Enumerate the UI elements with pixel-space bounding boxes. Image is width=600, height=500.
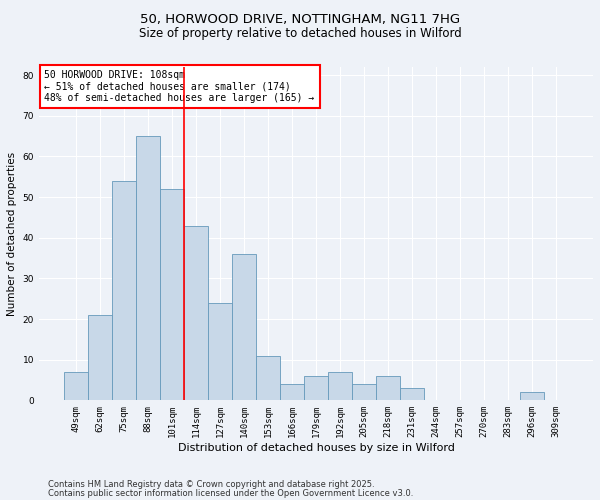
Bar (400, 388, 424, 400)
Bar (88, 315, 112, 400)
Bar (160, 189, 184, 400)
Text: Contains public sector information licensed under the Open Government Licence v3: Contains public sector information licen… (48, 488, 413, 498)
Bar (232, 254, 256, 400)
Bar (256, 356, 280, 401)
X-axis label: Distribution of detached houses by size in Wilford: Distribution of detached houses by size … (178, 443, 454, 453)
Text: 50 HORWOOD DRIVE: 108sqm
← 51% of detached houses are smaller (174)
48% of semi-: 50 HORWOOD DRIVE: 108sqm ← 51% of detach… (44, 70, 314, 104)
Bar (376, 376, 400, 400)
Bar (304, 376, 328, 400)
Bar (208, 303, 232, 400)
Bar (184, 226, 208, 400)
Bar (136, 136, 160, 400)
Bar (352, 384, 376, 400)
Bar (280, 384, 304, 400)
Bar (328, 372, 352, 400)
Bar (520, 392, 544, 400)
Text: Size of property relative to detached houses in Wilford: Size of property relative to detached ho… (139, 28, 461, 40)
Text: 50, HORWOOD DRIVE, NOTTINGHAM, NG11 7HG: 50, HORWOOD DRIVE, NOTTINGHAM, NG11 7HG (140, 12, 460, 26)
Text: Contains HM Land Registry data © Crown copyright and database right 2025.: Contains HM Land Registry data © Crown c… (48, 480, 374, 489)
Y-axis label: Number of detached properties: Number of detached properties (7, 152, 17, 316)
Bar (112, 181, 136, 400)
Bar (64, 372, 88, 400)
